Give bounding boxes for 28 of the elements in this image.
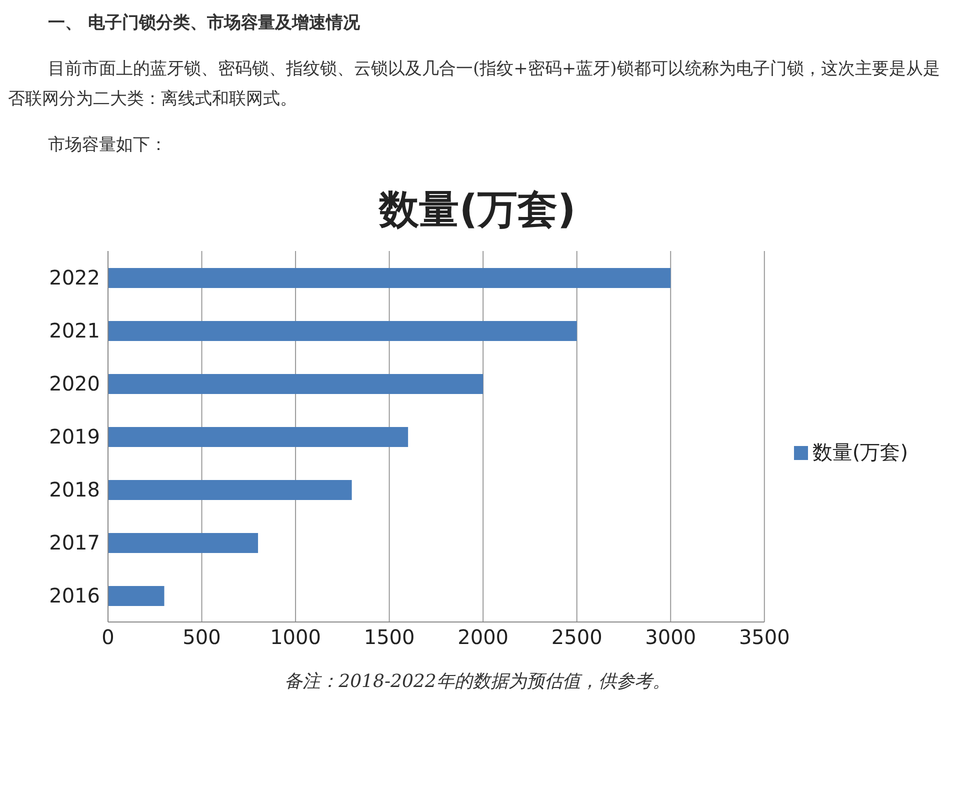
bar [108,533,258,553]
bar [108,480,352,500]
text: 备注：2018-2022年的数据为预估值，供参考。 [284,670,672,694]
x-tick-label: 2000 [458,625,509,650]
bar [108,268,671,288]
bar [108,321,577,341]
y-tick-label: 2020 [49,372,100,396]
bar [108,427,408,447]
bar [108,374,484,394]
y-tick-label: 2021 [49,318,100,343]
text: 市场容量如下： [47,134,168,157]
chart-title: 数量(万套) [378,186,577,235]
y-tick-label: 2022 [49,266,100,290]
y-tick-label: 2016 [49,584,100,608]
y-tick-label: 2017 [49,530,100,555]
x-tick-label: 2500 [551,625,602,650]
legend-label: 数量(万套) [812,440,908,464]
y-tick-label: 2019 [49,424,100,449]
x-tick-label: 0 [102,625,114,650]
x-tick-label: 3500 [738,625,790,650]
y-tick-label: 2018 [49,478,100,502]
bar [108,586,164,606]
x-tick-label: 500 [182,625,221,650]
x-tick-label: 1500 [364,625,415,650]
x-tick-label: 1000 [270,625,321,650]
x-tick-label: 3000 [645,625,696,650]
text: 一、 电子门锁分类、市场容量及增速情况 [47,12,361,35]
text: 目前市面上的蓝牙锁、密码锁、指纹锁、云锁以及几合一(指纹+密码+蓝牙)锁都可以统称为电子门锁，这次主要是从是否联网分为二大类：离线式和联网式。 [8,58,941,111]
